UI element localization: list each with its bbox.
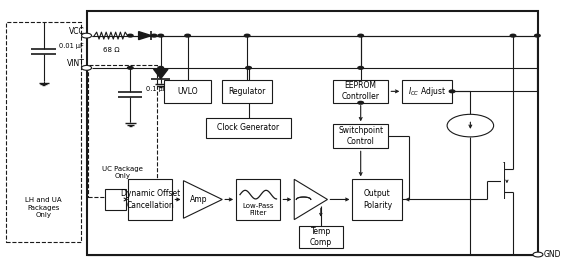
- Circle shape: [246, 66, 252, 69]
- Circle shape: [358, 34, 363, 37]
- Circle shape: [185, 34, 191, 37]
- Circle shape: [358, 66, 363, 69]
- Bar: [333, 80, 389, 103]
- Text: GND: GND: [544, 250, 561, 259]
- Circle shape: [533, 252, 543, 257]
- Text: Switchpoint
Control: Switchpoint Control: [338, 126, 384, 146]
- Bar: [299, 226, 343, 248]
- Bar: [352, 179, 402, 220]
- Circle shape: [127, 66, 133, 69]
- Circle shape: [82, 65, 91, 70]
- Bar: [236, 179, 280, 220]
- Circle shape: [535, 34, 540, 37]
- Text: VINT: VINT: [67, 59, 85, 68]
- Circle shape: [450, 90, 455, 93]
- Text: Clock Generator: Clock Generator: [218, 123, 280, 132]
- Text: $I_{CC}$ Adjust: $I_{CC}$ Adjust: [408, 85, 446, 98]
- Text: 0.1 µF: 0.1 µF: [146, 86, 166, 92]
- Bar: [88, 65, 157, 197]
- Circle shape: [358, 102, 363, 104]
- Text: Low-Pass
Filter: Low-Pass Filter: [243, 203, 274, 216]
- Text: Temp
Comp: Temp Comp: [310, 227, 332, 247]
- Text: UVLO: UVLO: [177, 87, 198, 96]
- Circle shape: [151, 34, 157, 37]
- Bar: [333, 124, 389, 148]
- Bar: [222, 80, 272, 103]
- Bar: [6, 22, 81, 242]
- Bar: [206, 117, 292, 138]
- Text: 68 Ω: 68 Ω: [103, 48, 119, 53]
- Bar: [402, 80, 452, 103]
- Polygon shape: [139, 32, 151, 40]
- Circle shape: [158, 66, 164, 69]
- Text: Dynamic Offset
Cancellation: Dynamic Offset Cancellation: [121, 190, 180, 210]
- Circle shape: [82, 33, 91, 38]
- Bar: [128, 179, 173, 220]
- Text: LH and UA
Packages
Only: LH and UA Packages Only: [25, 197, 62, 218]
- Bar: [164, 80, 211, 103]
- Text: EEPROM
Controller: EEPROM Controller: [342, 81, 380, 102]
- Text: Output
Polarity: Output Polarity: [363, 190, 392, 210]
- Circle shape: [158, 34, 164, 37]
- Circle shape: [510, 34, 515, 37]
- Circle shape: [127, 34, 133, 37]
- Text: Amp: Amp: [190, 195, 207, 204]
- Bar: [86, 11, 538, 255]
- Text: Regulator: Regulator: [228, 87, 266, 96]
- Bar: [105, 189, 126, 210]
- Text: UC Package
Only: UC Package Only: [103, 166, 143, 179]
- Circle shape: [447, 114, 494, 137]
- Text: VCC: VCC: [69, 27, 85, 36]
- Polygon shape: [153, 69, 168, 79]
- Circle shape: [244, 34, 250, 37]
- Text: 0.01 µF: 0.01 µF: [59, 43, 84, 49]
